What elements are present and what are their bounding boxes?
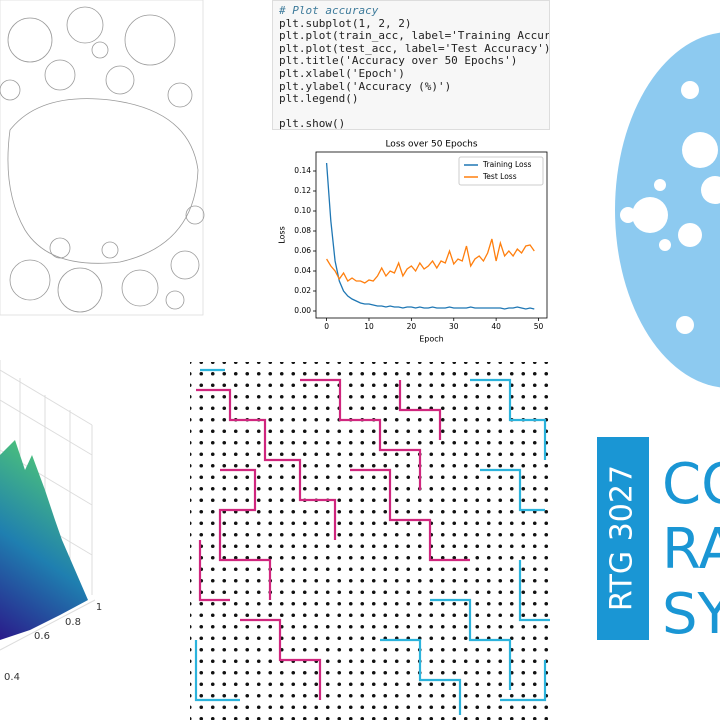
x-tick-label: 50 bbox=[534, 322, 544, 331]
maze-image-shape-shape bbox=[470, 378, 547, 460]
logo-blob-shape bbox=[654, 179, 666, 191]
maze-image-shape-shape bbox=[398, 380, 442, 440]
plot-area bbox=[315, 151, 548, 319]
voronoi-image-shape bbox=[7, 98, 199, 264]
maze-image-shape bbox=[190, 362, 555, 720]
y-tick-label: 0.00 bbox=[294, 306, 311, 315]
code-line: plt.ylabel('Accuracy (%)') bbox=[279, 79, 452, 93]
voronoi-image-shape bbox=[121, 269, 159, 307]
maze-image-shape-shape bbox=[240, 618, 322, 700]
maze-image-shape bbox=[194, 368, 550, 715]
surface-plot bbox=[0, 360, 96, 651]
maze-image-shape-shape bbox=[380, 638, 462, 715]
logo-blob-shape bbox=[659, 239, 671, 251]
maze-image-shape-shape bbox=[518, 560, 550, 622]
maze-image-shape-shape bbox=[300, 378, 422, 490]
maze-image-shape-shape bbox=[350, 468, 470, 562]
x-tick-label: 40 bbox=[491, 322, 501, 331]
voronoi-image-shape bbox=[0, 79, 21, 101]
maze-image-shape bbox=[196, 378, 470, 700]
line-series bbox=[325, 162, 535, 310]
voronoi-image-shape bbox=[49, 237, 71, 259]
maze-image-shape-shape bbox=[218, 468, 272, 600]
logo-blob-shape bbox=[681, 81, 699, 99]
code-line: plt.legend() bbox=[279, 92, 359, 106]
logo-blob-shape bbox=[615, 32, 720, 388]
x-tick-label: 20 bbox=[407, 322, 417, 331]
code-line: plt.subplot(1, 2, 2) bbox=[279, 16, 412, 30]
voronoi-image-shape bbox=[101, 241, 119, 259]
y-tick-label: 0.10 bbox=[294, 206, 311, 215]
legend-label: Test Loss bbox=[482, 172, 517, 181]
voronoi-image-shape bbox=[57, 267, 103, 313]
loss-chart: Loss over 50 Epochs Epoch Loss 0 10 20 30 40 50 0… bbox=[278, 140, 548, 344]
y-tick-label: 0.04 bbox=[294, 266, 311, 275]
code-cell: # Plot accuracy plt.subplot(1, 2, 2) plt.p… bbox=[272, 0, 550, 130]
maze-image-shape-shape bbox=[196, 388, 337, 540]
code-line: # Plot accuracy bbox=[279, 4, 379, 17]
logo-blob-shape bbox=[701, 176, 720, 204]
voronoi-image-shape bbox=[91, 41, 109, 59]
maze-image-shape-shape bbox=[500, 660, 547, 702]
voronoi-image-shape bbox=[44, 59, 76, 91]
legend-box bbox=[458, 156, 544, 186]
y-tick-label: 0.08 bbox=[294, 226, 311, 235]
voronoi-image-shape bbox=[170, 250, 200, 280]
logo-blob-shape bbox=[620, 207, 636, 223]
code-line: plt.plot(test_acc, label='Test Accuracy'… bbox=[279, 41, 550, 55]
x-tick-label: 0 bbox=[324, 322, 329, 331]
surface-plot-shape bbox=[0, 440, 88, 640]
x-tick-label: 10 bbox=[364, 322, 374, 331]
code-line: plt.show() bbox=[279, 117, 346, 130]
y-tick-label: 0.14 bbox=[294, 166, 311, 175]
logo-badge-shape bbox=[597, 437, 649, 640]
voronoi-image-shape bbox=[66, 6, 104, 44]
y-tick-label: 0.06 bbox=[294, 246, 311, 255]
surface-plot-shape-shape bbox=[0, 399, 93, 456]
x-tick-label: 30 bbox=[449, 322, 459, 331]
voronoi-image-shape bbox=[105, 65, 135, 95]
y-axis-label: Loss bbox=[278, 226, 287, 244]
code-line: plt.title('Accuracy over 50 Epochs') bbox=[279, 54, 518, 68]
maze-image bbox=[190, 362, 555, 720]
logo-blob-shape bbox=[676, 316, 694, 334]
voronoi-image-shape bbox=[9, 259, 51, 301]
maze-image-shape-shape bbox=[430, 598, 512, 690]
voronoi-image-shape bbox=[185, 205, 205, 225]
voronoi-image-shape bbox=[167, 82, 193, 108]
voronoi-image bbox=[0, 0, 205, 316]
logo-badge bbox=[597, 437, 649, 640]
voronoi-image-shape bbox=[165, 290, 185, 310]
logo-blob bbox=[615, 32, 720, 388]
logo-blob-shape bbox=[632, 197, 668, 233]
y-tick-label: 0.02 bbox=[294, 286, 311, 295]
surface-plot-shape-shape bbox=[0, 599, 96, 651]
code-line: plt.plot(train_acc, label='Training Accu… bbox=[279, 29, 550, 43]
maze-image-shape-shape bbox=[194, 640, 240, 702]
maze-image-shape-shape bbox=[198, 540, 230, 602]
voronoi-image-shape bbox=[124, 14, 176, 66]
voronoi-image-shape bbox=[0, 0, 204, 316]
chart-title: Loss over 50 Epochs bbox=[385, 140, 477, 150]
line-series bbox=[326, 238, 535, 284]
logo-blob-shape bbox=[678, 223, 702, 247]
logo-blob-shape bbox=[682, 132, 718, 168]
surface-plot-shape-shape bbox=[0, 369, 93, 426]
y-tick-label: 0.12 bbox=[294, 186, 311, 195]
legend-label: Training Loss bbox=[482, 160, 532, 169]
maze-image-shape-shape bbox=[480, 468, 545, 512]
code-line: plt.xlabel('Epoch') bbox=[279, 66, 405, 80]
voronoi-image-shape bbox=[7, 17, 53, 63]
x-axis-label: Epoch bbox=[419, 335, 444, 344]
